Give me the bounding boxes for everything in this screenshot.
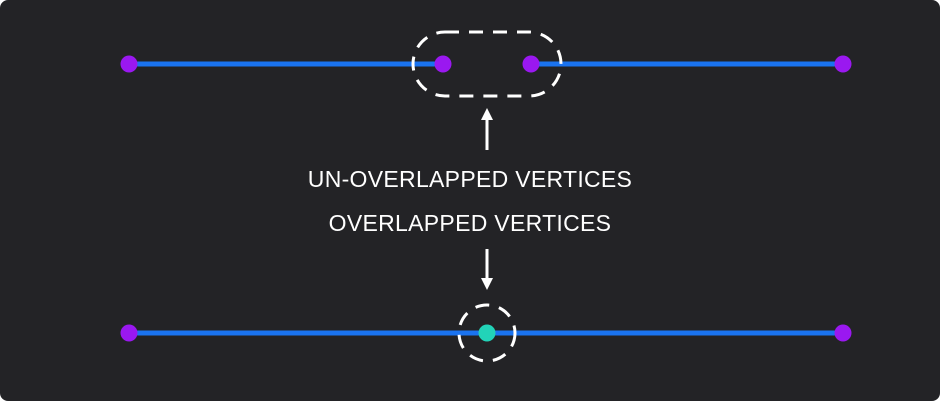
- top-left-end-vertex: [434, 55, 452, 73]
- unoverlapped-vertices-label: UN-OVERLAPPED VERTICES: [307, 166, 633, 192]
- down-arrow-icon: [481, 278, 493, 290]
- merged-vertex: [478, 324, 496, 342]
- top-left-start-vertex: [120, 55, 138, 73]
- top-right-end-vertex: [834, 55, 852, 73]
- unoverlapped-highlight-ring: [411, 30, 563, 98]
- bottom-end-vertex: [834, 324, 852, 342]
- overlapped-vertices-label: OVERLAPPED VERTICES: [328, 210, 612, 236]
- top-right-start-vertex: [522, 55, 540, 73]
- overlapped-highlight-ring: [457, 303, 517, 363]
- up-arrow-icon: [481, 108, 493, 120]
- bottom-start-vertex: [120, 324, 138, 342]
